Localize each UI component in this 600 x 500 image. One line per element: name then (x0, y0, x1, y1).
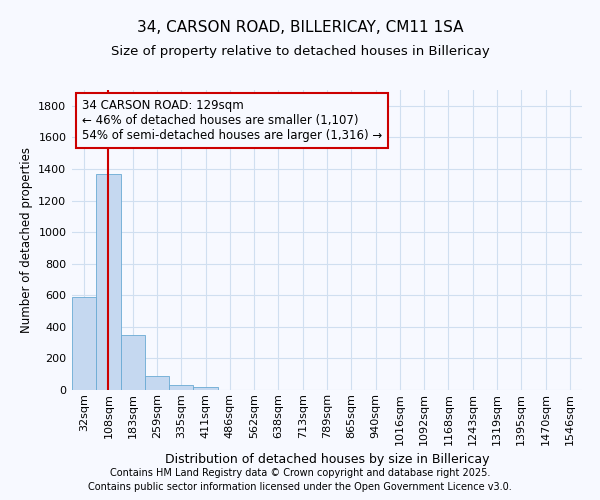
Text: 34 CARSON ROAD: 129sqm
← 46% of detached houses are smaller (1,107)
54% of semi-: 34 CARSON ROAD: 129sqm ← 46% of detached… (82, 99, 382, 142)
Text: Contains HM Land Registry data © Crown copyright and database right 2025.: Contains HM Land Registry data © Crown c… (110, 468, 490, 477)
Bar (72, 297, 96, 390)
Text: Size of property relative to detached houses in Billericay: Size of property relative to detached ho… (110, 45, 490, 58)
Text: 34, CARSON ROAD, BILLERICAY, CM11 1SA: 34, CARSON ROAD, BILLERICAY, CM11 1SA (137, 20, 463, 35)
Bar (96, 174, 121, 390)
Bar (169, 386, 193, 390)
Bar (193, 387, 218, 390)
X-axis label: Distribution of detached houses by size in Billericay: Distribution of detached houses by size … (165, 453, 489, 466)
Bar (121, 334, 145, 390)
Bar (145, 376, 169, 390)
Y-axis label: Number of detached properties: Number of detached properties (20, 147, 33, 333)
Text: Contains public sector information licensed under the Open Government Licence v3: Contains public sector information licen… (88, 482, 512, 492)
